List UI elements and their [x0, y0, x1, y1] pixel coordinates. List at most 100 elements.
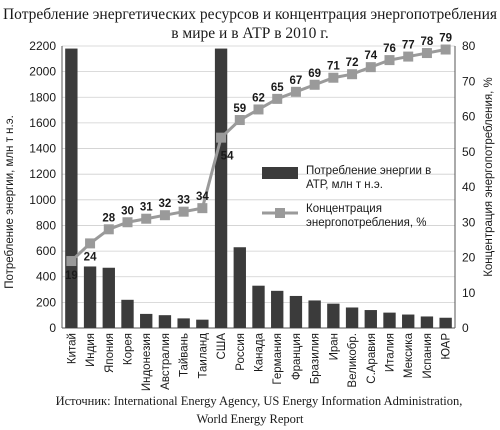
x-tick-label: Тайвань [179, 333, 191, 377]
x-tick-label: Испания [422, 333, 434, 379]
line-data-label: 33 [177, 195, 190, 207]
y-left-axis-title: Потребление энергии, млн т н.э. [4, 115, 16, 289]
x-tick-label: Россия [235, 333, 247, 371]
legend-bar-label: АТР, млн т н.э. [306, 179, 383, 191]
y-left-tick-label: 800 [36, 218, 56, 232]
bar [214, 48, 228, 329]
bar [233, 247, 246, 328]
line-marker [365, 62, 376, 73]
x-tick-label: Италия [385, 333, 397, 372]
line-data-label: 72 [346, 57, 359, 69]
legend-line-label: Концентрация [306, 203, 382, 215]
line-data-label: 54 [221, 151, 234, 163]
bar [345, 307, 359, 328]
y-right-tick-label: 10 [462, 286, 476, 300]
line-data-label: 76 [383, 43, 396, 55]
x-tick-label: Индия [85, 333, 97, 367]
y-left-tick-label: 1400 [29, 142, 56, 156]
line-marker [253, 104, 264, 115]
x-tick-label: Бразилия [310, 333, 322, 384]
line-data-label: 74 [364, 50, 377, 62]
line-marker [216, 132, 227, 143]
y-right-tick-label: 60 [462, 110, 476, 124]
line-marker [309, 79, 320, 90]
line-data-label: 59 [233, 103, 246, 115]
line-data-label: 34 [196, 191, 209, 203]
x-tick-label: Индонезия [141, 333, 153, 391]
source-line2: World Energy Report [196, 412, 304, 426]
line-marker [85, 238, 96, 249]
bar [121, 299, 134, 328]
bar [289, 295, 303, 328]
bar [83, 266, 97, 328]
line-marker [178, 206, 189, 217]
line-data-label: 32 [159, 198, 172, 210]
x-tick-label: Япония [104, 333, 116, 373]
line-data-label: 30 [121, 205, 134, 217]
x-tick-label: Германия [272, 333, 284, 385]
bar [439, 317, 452, 328]
y-right-tick-label: 30 [462, 215, 476, 229]
y-left-tick-label: 600 [36, 244, 56, 258]
line-data-label: 78 [421, 36, 434, 48]
y-left-tick-label: 1800 [29, 90, 56, 104]
y-right-tick-label: 20 [462, 251, 476, 265]
x-tick-label: Корея [123, 333, 135, 365]
x-tick-label: Таиланд [197, 333, 209, 379]
x-tick-label: Франция [291, 333, 303, 380]
chart-title-line2: в мире и в АТР в 2010 г. [171, 25, 329, 42]
y-left-tick-label: 1200 [29, 167, 56, 181]
y-left-tick-label: 1000 [29, 193, 56, 207]
bar [140, 313, 153, 328]
bar [252, 285, 265, 328]
x-tick-label: США [216, 333, 228, 360]
line-data-label: 19 [65, 270, 78, 282]
y-right-tick-label: 0 [462, 321, 469, 335]
y-left-tick-label: 2200 [29, 39, 56, 53]
legend-line-label: энергопотребления, % [306, 217, 426, 229]
x-tick-label: Мексика [403, 332, 415, 378]
x-tick-label: Австралия [160, 333, 172, 390]
legend-line-marker [275, 208, 285, 218]
line-marker [347, 69, 358, 80]
bar [308, 300, 321, 328]
line-marker [197, 203, 208, 214]
source-line1: Источник: International Energy Agency, U… [55, 394, 463, 408]
bar [271, 290, 284, 328]
concentration-line [70, 48, 446, 263]
line-data-label: 77 [402, 40, 415, 52]
line-data-label: 69 [308, 68, 321, 80]
bar [364, 310, 377, 328]
bar [327, 303, 340, 328]
y-right-tick-label: 40 [462, 180, 476, 194]
x-tick-label: Великобр. [347, 333, 359, 388]
y-right-tick-label: 70 [462, 74, 476, 88]
line-marker [440, 44, 451, 55]
y-right-tick-label: 50 [462, 145, 476, 159]
line-marker [403, 51, 414, 62]
line-data-label: 62 [252, 92, 265, 104]
y-right-axis-title: Концентрация энергопотребления, % [483, 77, 495, 277]
line-marker [384, 55, 395, 66]
bar [402, 314, 415, 328]
x-tick-label: ЮАР [441, 333, 453, 360]
line-marker [159, 210, 170, 221]
y-right-tick-label: 80 [462, 39, 476, 53]
legend-bar-label: Потребление энергии в [306, 165, 431, 177]
line-data-label: 65 [271, 82, 284, 94]
line-marker [290, 86, 301, 97]
bar [65, 48, 78, 329]
line-marker [122, 217, 133, 228]
line-data-label: 79 [439, 33, 452, 45]
legend-bar-swatch [262, 167, 298, 179]
x-tick-label: Канада [254, 332, 266, 372]
line-marker [234, 115, 245, 126]
bar [102, 267, 115, 328]
chart-title-line1: Потребление энергетических ресурсов и ко… [2, 6, 498, 23]
x-tick-label: Китай [66, 333, 78, 364]
line-marker [421, 48, 432, 59]
line-data-label: 28 [102, 212, 115, 224]
bar [420, 316, 434, 328]
